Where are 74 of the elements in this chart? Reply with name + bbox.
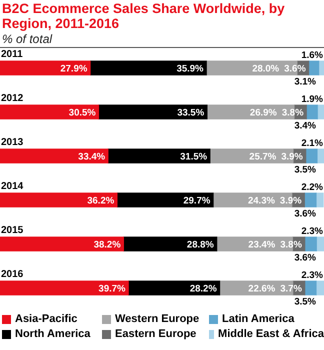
bar — [304, 192, 317, 208]
data-label: 31.5% — [180, 152, 208, 163]
y-tick-label: 2014 — [1, 180, 24, 192]
legend-label: Asia-Pacific — [15, 313, 78, 325]
y-tick-label: 2015 — [1, 224, 24, 236]
data-label: 22.6% — [248, 284, 276, 295]
legend-label: Latin America — [222, 313, 294, 325]
data-label: 3.5% — [294, 164, 317, 176]
data-label: 3.9% — [281, 152, 304, 163]
data-label: 36.2% — [87, 196, 115, 207]
data-label: 3.8% — [282, 108, 304, 119]
y-tick-label: 2012 — [1, 92, 24, 104]
data-label: 30.5% — [68, 108, 96, 119]
bar — [128, 280, 220, 296]
bar — [306, 104, 318, 120]
bar — [304, 236, 317, 252]
legend-label: North America — [15, 328, 90, 340]
bar — [0, 192, 118, 208]
data-label: 25.7% — [249, 152, 277, 163]
data-label: 28.2% — [190, 284, 218, 295]
legend-label: Eastern Europe — [115, 328, 196, 340]
bar — [316, 280, 324, 296]
data-label: 3.7% — [280, 284, 302, 295]
data-label: 23.4% — [248, 240, 276, 251]
bar — [316, 236, 324, 252]
bar — [108, 148, 210, 164]
bar — [123, 236, 218, 252]
bar — [116, 192, 214, 208]
bar — [308, 60, 320, 76]
data-label: 3.9% — [280, 196, 302, 207]
bar — [90, 60, 207, 76]
data-label: 28.0% — [252, 64, 280, 75]
data-label: 1.9% — [301, 94, 324, 105]
bar — [98, 104, 208, 120]
chart-subtitle: % of total — [2, 32, 52, 46]
data-label: 39.7% — [98, 284, 126, 295]
data-label: 3.5% — [294, 296, 317, 308]
data-label: 3.6% — [294, 208, 317, 220]
data-label: 27.9% — [60, 64, 88, 75]
y-tick-label: 2013 — [1, 136, 24, 148]
data-label: 28.8% — [186, 240, 214, 251]
data-label: 2.3% — [301, 226, 324, 237]
data-label: 33.4% — [78, 152, 106, 163]
bar — [318, 60, 324, 76]
data-label: 38.2% — [94, 240, 122, 251]
bar — [316, 148, 324, 164]
bar — [316, 192, 324, 208]
bar — [306, 148, 318, 164]
data-label: 2.3% — [301, 270, 324, 281]
legend-label: Western Europe — [115, 313, 200, 325]
data-label: 35.9% — [176, 64, 204, 75]
y-tick-label: 2016 — [1, 268, 24, 280]
y-tick-label: 2011 — [1, 48, 24, 60]
bar — [0, 148, 108, 164]
data-label: 29.7% — [183, 196, 211, 207]
bar — [317, 104, 324, 120]
data-label: 3.6% — [294, 252, 317, 264]
data-label: 3.8% — [280, 240, 302, 251]
data-label: 1.6% — [301, 50, 324, 61]
data-label: 3.4% — [294, 120, 317, 132]
chart-title: B2C Ecommerce Sales Share Worldwide, by Region, 2011-2016 — [2, 1, 286, 31]
data-label: 3.1% — [294, 76, 317, 88]
data-label: 2.2% — [301, 182, 324, 193]
data-label: 3.6% — [284, 64, 306, 75]
legend-label: Middle East & Africa — [218, 328, 324, 340]
bar — [0, 236, 124, 252]
bar — [304, 280, 317, 296]
data-label: 26.9% — [250, 108, 278, 119]
bar — [0, 280, 129, 296]
bar — [0, 60, 91, 76]
data-label: 24.3% — [248, 196, 276, 207]
data-label: 2.1% — [301, 138, 324, 149]
data-label: 33.5% — [177, 108, 205, 119]
bar — [0, 104, 100, 120]
